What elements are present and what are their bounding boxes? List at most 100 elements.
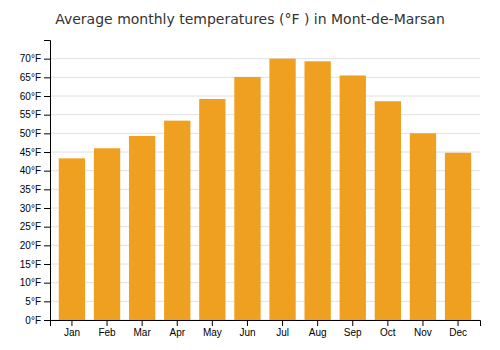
y-tick-label: 55°F <box>20 109 41 120</box>
y-tick-mark <box>44 152 50 153</box>
x-tick: Jun <box>239 320 255 338</box>
x-tick-label: Sep <box>344 327 362 338</box>
x-tick: Dec <box>449 320 467 338</box>
y-tick: 0°F <box>25 315 50 326</box>
bar <box>269 59 295 320</box>
y-tick-label: 20°F <box>20 240 41 251</box>
y-tick-mark <box>44 133 50 134</box>
x-tick-mark <box>317 320 318 326</box>
x-tick: Sep <box>344 320 362 338</box>
x-tick: Mar <box>134 320 152 338</box>
y-tick: 55°F <box>20 109 50 120</box>
y-tick-mark <box>44 77 50 78</box>
y-tick-mark <box>44 115 50 116</box>
y-tick: 50°F <box>20 128 50 139</box>
y-tick: 60°F <box>20 91 50 102</box>
x-tick-mark <box>422 320 423 326</box>
y-tick: 10°F <box>20 277 50 288</box>
bar <box>129 136 155 320</box>
y-tick-mark <box>44 283 50 284</box>
x-tick-label: May <box>203 327 222 338</box>
y-tick: 65°F <box>20 72 50 83</box>
x-tick-mark <box>177 320 178 326</box>
x-tick-label: Jul <box>276 327 289 338</box>
y-tick-label: 45°F <box>20 147 41 158</box>
x-tick-mark <box>142 320 143 326</box>
bar <box>410 133 436 320</box>
x-tick: Oct <box>380 320 396 338</box>
x-tick: Apr <box>169 320 185 338</box>
y-tick-label: 65°F <box>20 72 41 83</box>
y-tick-mark <box>44 59 50 60</box>
x-tick-label: Mar <box>134 327 152 338</box>
x-tick: Jan <box>64 320 80 338</box>
y-tick: 5°F <box>25 296 50 307</box>
x-tick-label: Apr <box>169 327 185 338</box>
y-tick-mark <box>44 208 50 209</box>
title: Average monthly temperatures (°F ) in Mo… <box>55 11 445 27</box>
y-tick-label: 35°F <box>20 184 41 195</box>
y-tick: 70°F <box>20 53 50 64</box>
bar <box>164 121 190 320</box>
bar <box>59 158 85 320</box>
x-axis: Jan Feb Mar Apr May Jun Jul Aug Sep Oct Nov Dec <box>51 320 481 338</box>
y-tick-label: 25°F <box>20 221 41 232</box>
y-tick-mark <box>44 189 50 190</box>
y-tick-label: 60°F <box>20 91 41 102</box>
bars <box>59 59 471 320</box>
y-tick-mark <box>44 96 50 97</box>
y-tick-label: 50°F <box>20 128 41 139</box>
x-tick: Jul <box>276 320 289 338</box>
bar <box>340 75 366 320</box>
x-tick: Aug <box>309 320 327 338</box>
y-tick-label: 15°F <box>20 259 41 270</box>
y-tick-label: 0°F <box>25 315 41 326</box>
y-tick: 40°F <box>20 165 50 176</box>
bar <box>234 77 260 320</box>
y-tick: 30°F <box>20 203 50 214</box>
y-tick-label: 10°F <box>20 277 41 288</box>
y-tick: 15°F <box>20 259 50 270</box>
x-tick-mark <box>387 320 388 326</box>
x-tick-label: Feb <box>98 327 116 338</box>
grid-line <box>50 96 480 97</box>
x-tick-label: Oct <box>380 327 396 338</box>
grid-line <box>50 58 480 59</box>
y-tick-label: 30°F <box>20 203 41 214</box>
grid-line <box>50 77 480 78</box>
y-axis: 0°F 5°F 10°F 15°F 20°F 25°F 30°F 35°F 40°F 45°F 50… <box>20 41 51 326</box>
bar <box>304 61 330 320</box>
x-tick-label: Dec <box>449 327 467 338</box>
x-tick: Feb <box>98 320 116 338</box>
x-tick-mark <box>71 320 72 326</box>
y-tick-mark <box>44 245 50 246</box>
x-tick-mark <box>247 320 248 326</box>
x-tick-mark <box>352 320 353 326</box>
bar <box>199 99 225 320</box>
y-tick: 20°F <box>20 240 50 251</box>
grid-line <box>50 114 480 115</box>
x-tick: May <box>203 320 222 338</box>
y-tick-mark <box>44 264 50 265</box>
bar <box>445 153 471 320</box>
bar <box>375 101 401 320</box>
x-tick-label: Jan <box>64 327 80 338</box>
x-tick-label: Jun <box>239 327 255 338</box>
x-tick-mark <box>107 320 108 326</box>
y-tick-mark <box>44 171 50 172</box>
y-axis-line <box>44 41 51 321</box>
bar <box>94 148 120 320</box>
y-tick-label: 40°F <box>20 165 41 176</box>
x-tick-mark <box>458 320 459 326</box>
y-tick-mark <box>44 301 50 302</box>
x-tick: Nov <box>414 320 432 338</box>
chart: 0°F 5°F 10°F 15°F 20°F 25°F 30°F 35°F 40°F 45°F 50… <box>0 0 500 350</box>
y-tick-label: 70°F <box>20 53 41 64</box>
x-tick-mark <box>212 320 213 326</box>
x-tick-label: Nov <box>414 327 432 338</box>
y-tick: 25°F <box>20 221 50 232</box>
grid <box>50 59 480 320</box>
plot-area: 0°F 5°F 10°F 15°F 20°F 25°F 30°F 35°F 40°F 45°F 50… <box>20 41 481 339</box>
y-tick-label: 5°F <box>25 296 41 307</box>
y-tick: 35°F <box>20 184 50 195</box>
